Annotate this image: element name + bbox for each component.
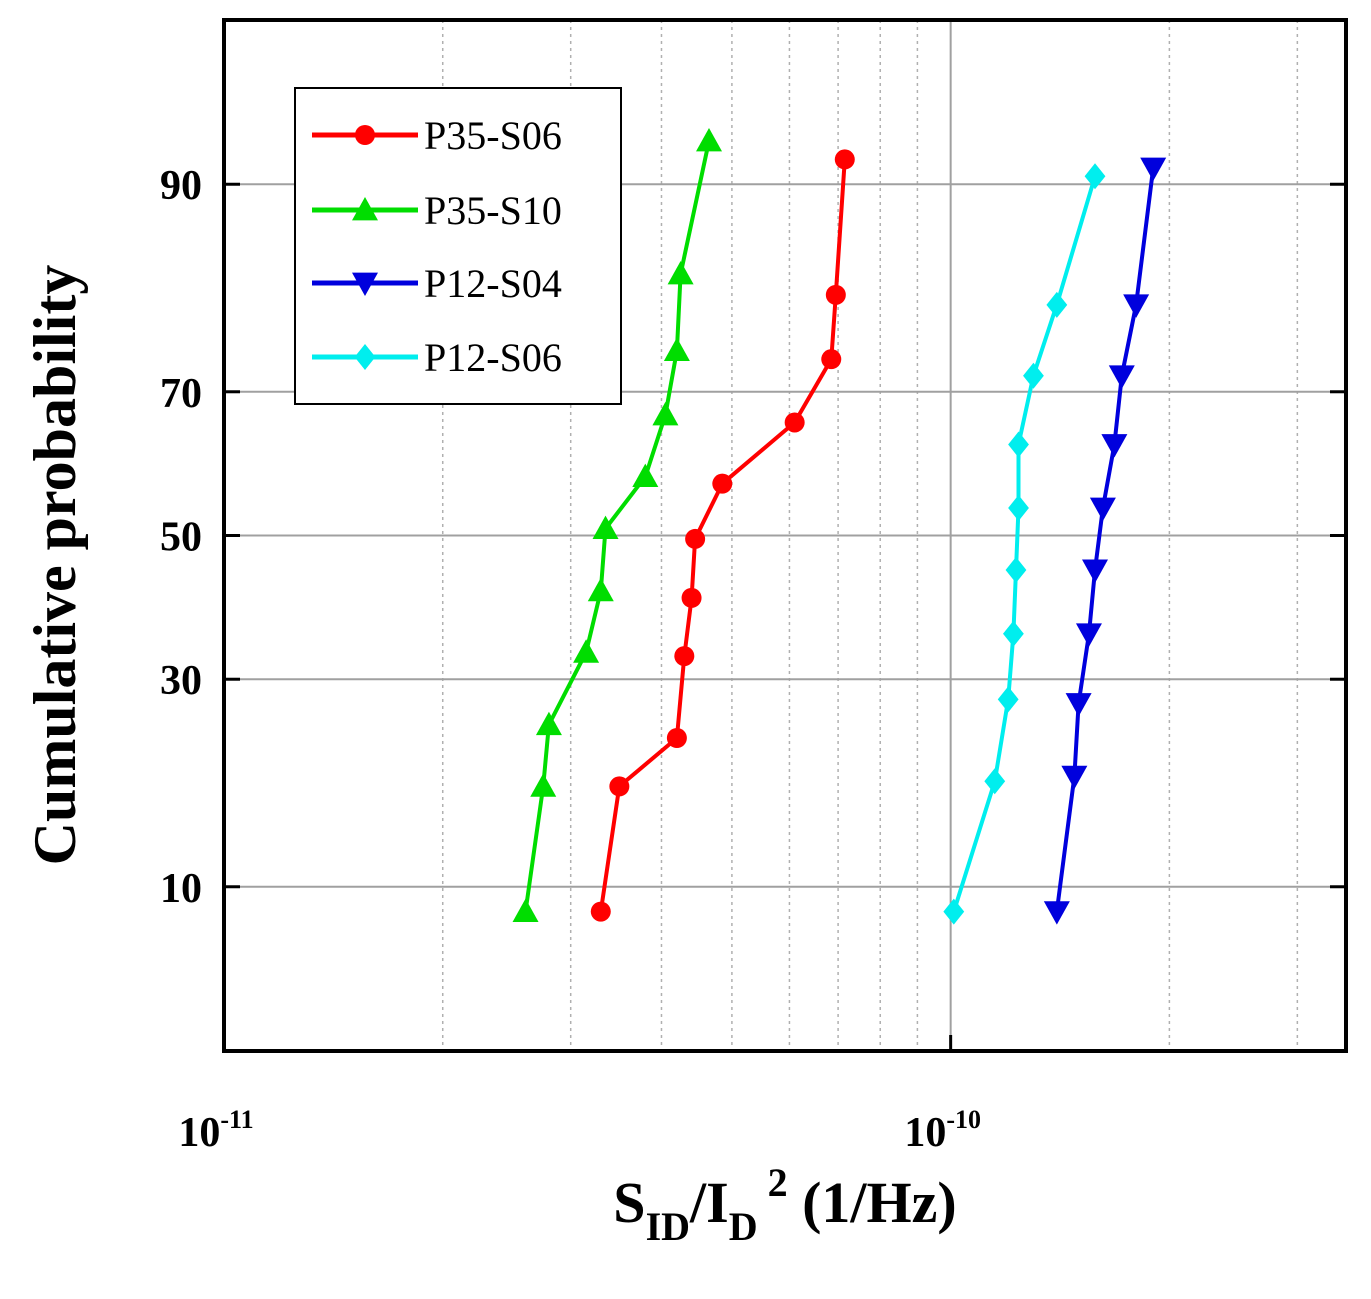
data-point-p12-s06: [984, 768, 1006, 795]
legend-label-p12-s04: P12-S04: [424, 261, 562, 306]
y-tick-label: 70: [160, 371, 202, 417]
data-point-p35-s10: [512, 898, 539, 923]
x-tick-base: 10: [178, 1110, 220, 1156]
x-tick-label: 10-11: [178, 1105, 253, 1156]
x-axis-title-sup: 2: [768, 1160, 788, 1205]
series-line-p12-s06: [951, 175, 1097, 913]
data-point-p35-s06: [681, 587, 702, 608]
legend-label-p35-s10: P35-S10: [424, 188, 562, 233]
data-point-p35-s06: [590, 901, 611, 922]
y-tick-label: 90: [160, 163, 202, 209]
x-axis-title-sub2: D: [729, 1204, 758, 1249]
x-tick-exponent: -11: [220, 1105, 253, 1134]
data-point-p35-s10: [592, 515, 619, 540]
series-p35-s06: [590, 149, 855, 922]
legend-marker-p35-s06: [355, 125, 375, 145]
data-point-p35-s10: [667, 260, 694, 285]
data-point-p35-s10: [573, 639, 600, 663]
series-layer: [512, 127, 1167, 925]
data-point-p35-s10: [652, 401, 679, 426]
legend: P35-S06 P35-S10 P12-S04 P12-S06: [294, 87, 622, 405]
series-p35-s10: [512, 127, 723, 923]
data-point-p35-s06: [609, 776, 630, 797]
data-point-p12-s04: [1043, 901, 1070, 925]
legend-entry-p12-s06: P12-S06: [312, 335, 562, 380]
legend-entry-p35-s10: P35-S10: [312, 188, 562, 233]
data-point-p12-s06: [1008, 431, 1029, 458]
y-tick-label: 50: [160, 515, 202, 561]
y-tick-label: 30: [160, 658, 202, 704]
series-p12-s04: [1043, 157, 1167, 925]
legend-marker-p12-s04: [352, 272, 378, 296]
data-point-p12-s06: [1005, 556, 1027, 583]
data-point-p35-s10: [530, 773, 557, 797]
legend-marker-p12-s06: [354, 344, 376, 370]
series-p12-s06: [943, 163, 1106, 925]
data-point-p12-s04: [1108, 365, 1135, 389]
legend-entry-p35-s06: P35-S06: [312, 113, 562, 158]
data-point-p35-s10: [663, 337, 690, 362]
legend-entry-p12-s04: P12-S04: [312, 261, 562, 306]
data-point-p35-s10: [587, 577, 614, 602]
data-point-p12-s04: [1101, 434, 1128, 458]
data-point-p12-s06: [1084, 163, 1106, 190]
x-axis-title: SID/ID2 (1/Hz): [613, 1160, 956, 1249]
data-point-p35-s10: [632, 463, 659, 488]
data-point-p12-s04: [1082, 559, 1109, 583]
series-line-p12-s04: [1054, 167, 1156, 912]
data-point-p35-s06: [712, 473, 733, 494]
data-point-p12-s04: [1140, 157, 1167, 182]
x-axis-title-sub1: ID: [646, 1204, 690, 1249]
data-point-p35-s06: [825, 284, 846, 305]
data-point-p35-s10: [535, 711, 562, 736]
data-point-p12-s04: [1075, 623, 1102, 647]
data-point-p35-s06: [674, 646, 695, 667]
data-point-p12-s04: [1065, 693, 1092, 717]
data-point-p35-s06: [834, 149, 855, 170]
data-point-p12-s04: [1061, 765, 1088, 790]
data-point-p12-s06: [1003, 620, 1024, 647]
x-tick-base: 10: [904, 1110, 946, 1156]
data-point-p35-s06: [821, 349, 842, 370]
legend-label-p12-s06: P12-S06: [424, 335, 562, 380]
data-point-p35-s06: [685, 528, 706, 549]
data-point-p12-s06: [997, 686, 1019, 713]
x-tick-label: 10-10: [904, 1105, 981, 1156]
x-tick-exponent: -10: [946, 1105, 981, 1134]
x-axis-title-main: S: [613, 1170, 645, 1235]
legend-marker-p35-s10: [352, 197, 378, 221]
data-point-p35-s06: [666, 728, 687, 749]
y-axis-title: Cumulative probability: [22, 265, 88, 866]
legend-label-p35-s06: P35-S06: [424, 113, 562, 158]
data-point-p12-s04: [1089, 497, 1116, 521]
data-point-p12-s06: [1023, 362, 1044, 389]
legend-box: [294, 87, 622, 405]
data-point-p35-s10: [696, 127, 723, 152]
data-point-p12-s06: [1046, 291, 1068, 318]
data-point-p12-s04: [1123, 294, 1150, 318]
data-point-p12-s06: [943, 898, 965, 925]
y-tick-label: 10: [160, 866, 202, 912]
data-point-p12-s06: [1008, 494, 1029, 521]
data-point-p35-s06: [784, 412, 805, 433]
x-axis-title-unit: (1/Hz): [788, 1170, 957, 1235]
x-axis-title-mid: /I: [689, 1170, 729, 1235]
